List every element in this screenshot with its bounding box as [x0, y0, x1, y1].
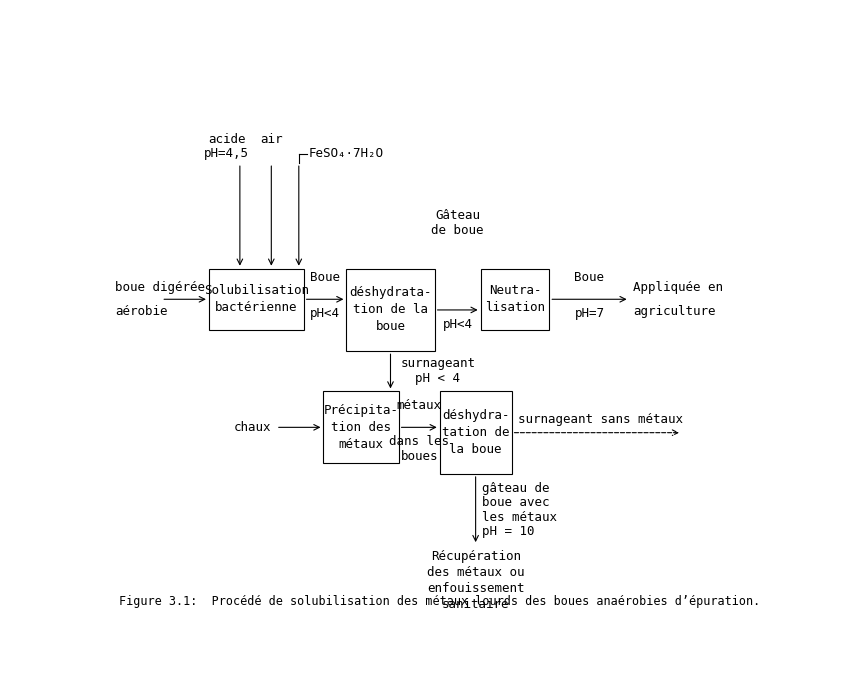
Text: Neutra-
lisation: Neutra- lisation — [484, 284, 544, 314]
Bar — [346, 269, 434, 351]
Text: Appliquée en: Appliquée en — [632, 281, 722, 294]
Text: métaux: métaux — [396, 399, 441, 412]
Text: dans les
boues: dans les boues — [389, 435, 449, 464]
Text: pH=4,5: pH=4,5 — [204, 147, 249, 160]
Bar — [208, 269, 303, 330]
Bar — [480, 269, 549, 330]
Text: déshydra-
tation de
la boue: déshydra- tation de la boue — [441, 409, 509, 456]
Text: pH<4: pH<4 — [310, 307, 339, 320]
Text: pH<4: pH<4 — [442, 318, 472, 331]
Text: pH = 10: pH = 10 — [482, 525, 534, 538]
Text: enfouissement: enfouissement — [426, 582, 524, 595]
Text: aérobie: aérobie — [116, 304, 168, 317]
Text: surnageant
pH < 4: surnageant pH < 4 — [400, 358, 475, 385]
Text: boue avec: boue avec — [482, 496, 549, 509]
Text: Boue: Boue — [310, 272, 339, 284]
Text: sanitaire: sanitaire — [441, 598, 509, 611]
Text: les métaux: les métaux — [482, 511, 556, 524]
Text: Précipita-
tion des
métaux: Précipita- tion des métaux — [323, 404, 398, 451]
Text: acide: acide — [208, 132, 246, 146]
Text: FeSO₄·7H₂O: FeSO₄·7H₂O — [308, 147, 383, 160]
Text: boue digérée: boue digérée — [116, 281, 205, 294]
Text: Boue: Boue — [574, 272, 603, 284]
Bar — [323, 392, 398, 464]
Bar — [439, 392, 511, 474]
Text: Gâteau
de boue: Gâteau de boue — [430, 209, 484, 236]
Text: air: air — [260, 132, 282, 146]
Text: surnageant sans métaux: surnageant sans métaux — [517, 413, 683, 426]
Text: pH=7: pH=7 — [574, 307, 603, 320]
Text: Figure 3.1:  Procédé de solubilisation des métaux lourds des boues anaérobies d’: Figure 3.1: Procédé de solubilisation de… — [118, 595, 759, 608]
Text: déshydrata-
tion de la
boue: déshydrata- tion de la boue — [349, 286, 431, 333]
Text: Solubilisation
bactérienne: Solubilisation bactérienne — [203, 284, 308, 314]
Text: agriculture: agriculture — [632, 304, 715, 317]
Text: des métaux ou: des métaux ou — [426, 566, 524, 579]
Text: chaux: chaux — [234, 421, 272, 434]
Text: gâteau de: gâteau de — [482, 482, 549, 495]
Text: Récupération: Récupération — [430, 550, 520, 563]
